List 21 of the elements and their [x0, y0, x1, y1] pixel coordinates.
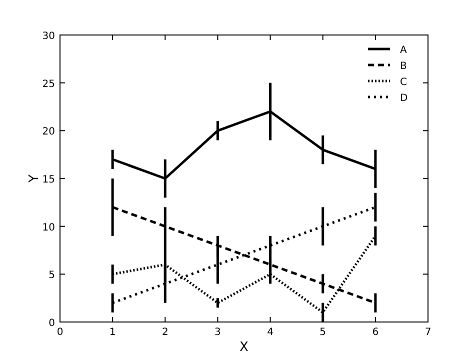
y-tick-label: 10: [42, 222, 55, 234]
x-tick-label: 4: [267, 327, 274, 338]
x-tick-label: 0: [56, 327, 64, 338]
y-tick-label: 5: [48, 270, 55, 282]
x-tick-label: 6: [372, 327, 379, 338]
x-tick-label: 2: [162, 327, 168, 338]
x-tick-label: 1: [109, 327, 116, 338]
legend-label: B: [400, 61, 407, 72]
y-tick-label: 30: [42, 31, 55, 42]
x-tick-label: 3: [214, 327, 221, 338]
legend-label: C: [400, 77, 407, 88]
y-tick-label: 15: [42, 174, 55, 186]
x-tick-label: 7: [424, 327, 432, 338]
x-axis-title: X: [240, 340, 249, 355]
y-axis-title: Y: [27, 174, 42, 184]
y-tick-label: 0: [48, 318, 55, 329]
x-tick-label: 5: [320, 327, 326, 338]
legend-label: D: [400, 93, 408, 104]
legend-label: A: [400, 45, 407, 56]
y-tick-label: 20: [42, 126, 55, 138]
y-tick-label: 25: [42, 78, 55, 90]
